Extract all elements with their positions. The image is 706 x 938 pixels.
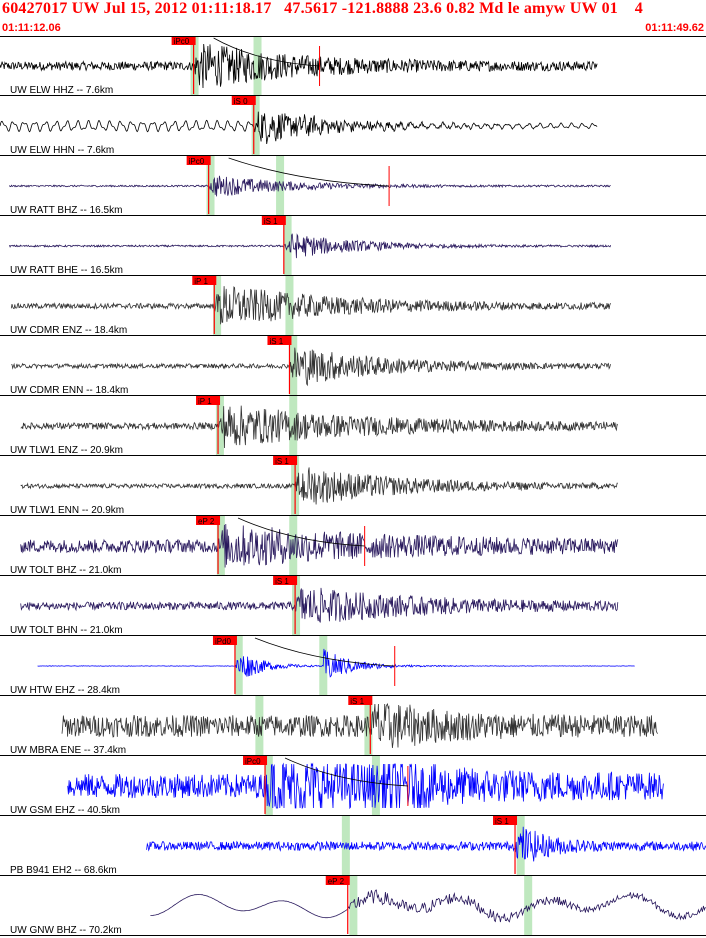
pick-label: eP 2 <box>328 877 345 886</box>
coda-curve <box>284 757 408 787</box>
waveform-trace <box>37 648 635 678</box>
pick-label: iP 1 <box>198 397 212 406</box>
arrival-window-band <box>349 876 358 935</box>
pick-label: iS 1 <box>275 457 289 466</box>
waveform-trace <box>20 587 619 623</box>
coda-curve <box>228 157 390 187</box>
trace-label: PB B941 EH2 -- 68.6km <box>10 865 117 876</box>
arrival-window-band <box>289 396 298 455</box>
pick-label-box <box>325 876 350 885</box>
waveform-trace <box>20 523 619 568</box>
coda-curve <box>213 37 320 67</box>
pick-label: iPd0 <box>215 637 232 646</box>
trace-label: UW TOLT BHZ -- 21.0km <box>10 565 122 576</box>
pick-label: iP 1 <box>194 277 208 286</box>
trace-label: UW RATT BHE -- 16.5km <box>10 265 123 276</box>
waveform-trace <box>146 826 706 862</box>
seismogram-plot[interactable]: iPc0 UW ELW HHZ -- 7.6km iS 0 UW ELW HHN --… <box>0 36 706 938</box>
waveform-trace <box>11 347 611 387</box>
event-header: 60427017 UW Jul 15, 2012 01:11:18.17 47.… <box>2 0 644 17</box>
pick-label-box <box>186 156 211 165</box>
pick-label: iS 1 <box>269 337 283 346</box>
pick-label: iS 1 <box>350 697 364 706</box>
arrival-window-band <box>516 816 525 875</box>
trace-label: UW CDMR ENN -- 18.4km <box>10 385 128 396</box>
pick-label-box <box>243 756 268 765</box>
pick-label: iPc0 <box>245 757 261 766</box>
arrival-window-band <box>234 636 243 695</box>
pick-label-box <box>171 36 196 45</box>
trace-label: UW HTW EHZ -- 28.4km <box>10 685 120 696</box>
pick-label-box <box>273 576 298 585</box>
trace-label: UW GNW BHZ -- 70.2km <box>10 925 122 936</box>
arrival-window-band <box>215 396 224 455</box>
waveform-trace <box>20 405 619 449</box>
pick-label-box <box>212 636 237 645</box>
waveform-trace <box>0 111 598 145</box>
pick-label: iPc0 <box>174 37 190 46</box>
pick-label-box <box>192 276 217 285</box>
trace-label: UW MBRA ENE -- 37.4km <box>10 745 126 756</box>
pick-label: eP 2 <box>198 517 215 526</box>
trace-label: UW GSM EHZ -- 40.5km <box>10 805 120 816</box>
pick-label-box <box>196 396 221 405</box>
pick-label-box <box>348 696 373 705</box>
pick-label-box <box>267 336 292 345</box>
waveform-trace <box>67 762 664 810</box>
waveform-trace <box>10 286 611 325</box>
time-end-label: 01:11:49.62 <box>645 22 704 34</box>
trace-label: UW ELW HHZ -- 7.6km <box>10 85 113 96</box>
coda-curve <box>237 517 365 547</box>
waveform-trace <box>20 467 618 505</box>
pick-label-box <box>273 456 298 465</box>
pick-label: iS 1 <box>264 217 278 226</box>
waveform-trace <box>150 889 706 923</box>
arrival-window-band <box>524 876 533 935</box>
waveform-trace <box>9 175 611 197</box>
arrival-window-band <box>253 36 262 95</box>
trace-label: UW RATT BHZ -- 16.5km <box>10 205 122 216</box>
trace-label: UW TLW1 ENZ -- 20.9km <box>10 445 123 456</box>
trace-label: UW CDMR ENZ -- 18.4km <box>10 325 127 336</box>
arrival-window-band <box>213 276 222 335</box>
trace-label: UW ELW HHN -- 7.6km <box>10 145 114 156</box>
waveform-trace <box>9 233 612 259</box>
arrival-window-band <box>283 216 292 275</box>
pick-label-box <box>493 816 518 825</box>
pick-label-box <box>231 96 256 105</box>
pick-label: iS 1 <box>275 577 289 586</box>
pick-label-box <box>196 516 221 525</box>
trace-label: UW TOLT BHN -- 21.0km <box>10 625 123 636</box>
arrival-window-band <box>264 756 273 815</box>
waveform-trace <box>0 43 598 89</box>
pick-label: iS 0 <box>234 97 248 106</box>
pick-label: iS 1 <box>495 817 509 826</box>
coda-curve <box>254 637 395 667</box>
pick-label: iPc0 <box>189 157 205 166</box>
trace-label: UW TLW1 ENN -- 20.9km <box>10 505 124 516</box>
pick-label-box <box>261 216 286 225</box>
time-start-label: 01:11:12.06 <box>2 22 61 34</box>
waveform-trace <box>61 702 659 749</box>
